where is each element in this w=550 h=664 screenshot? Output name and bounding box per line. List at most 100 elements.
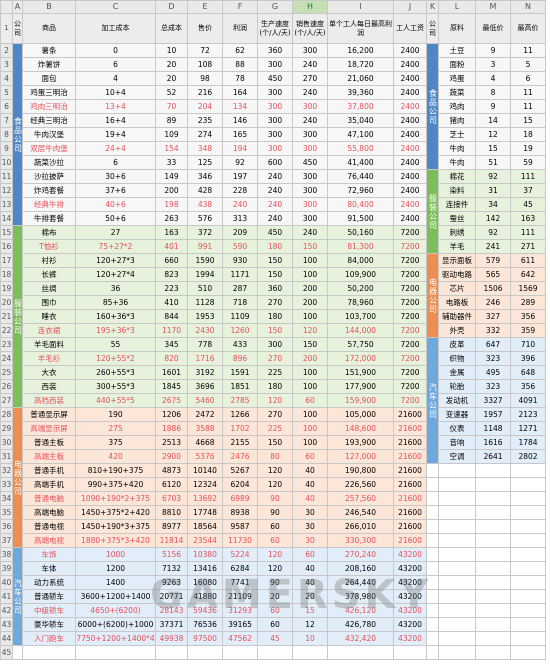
cell: 89: [155, 113, 188, 128]
row-number: 39: [0, 561, 13, 576]
empty-cell: [438, 533, 476, 548]
cell: 120: [257, 393, 293, 408]
cell: 600: [257, 155, 293, 170]
cell: 200: [155, 183, 188, 198]
empty-cell: [475, 645, 511, 660]
cell: 300: [257, 85, 293, 100]
cell: 150: [257, 267, 293, 282]
cell: 21600: [393, 463, 427, 478]
row-number: 34: [0, 491, 13, 506]
cell: 车饰: [22, 547, 76, 562]
row-number: 29: [0, 421, 13, 436]
cell: 200: [292, 281, 328, 296]
cell: 2400: [393, 141, 427, 156]
cell: 6: [510, 71, 546, 86]
sheet-row: 17 衬衫 120+27*3 660 1590 930 150 100 84,000 7200 电器…: [0, 253, 546, 338]
empty-cell: [475, 519, 511, 534]
cell: 7200: [393, 323, 427, 338]
cell: 270: [257, 407, 293, 422]
cell: 0: [75, 43, 156, 58]
empty-cell: [510, 561, 546, 576]
cell: 1171: [222, 267, 258, 282]
row-number: 3: [0, 57, 13, 72]
row-number: 25: [0, 365, 13, 380]
cell: 100: [292, 379, 328, 394]
cell: 4: [475, 71, 511, 86]
cell: 1450+190*3+375: [75, 519, 156, 534]
cell: 930: [222, 253, 258, 268]
cell: 普通主板: [22, 435, 76, 450]
cell: 1000: [75, 547, 156, 562]
cell: 223: [155, 281, 188, 296]
cell: 2802: [510, 449, 546, 464]
cell: 263: [155, 211, 188, 226]
cell: 12: [475, 127, 511, 142]
cell: 300: [257, 113, 293, 128]
header-cell: 最低价: [475, 13, 511, 44]
cell: 6284: [222, 561, 258, 576]
header-row: 1 公司 商品 加工成本 总成本 售价 利润 生产速度(个/人/天) 销售速度(个/人/天) 单个…: [0, 13, 546, 44]
cell: 200: [292, 351, 328, 366]
cell: 20: [155, 57, 188, 72]
cell: 43200: [393, 617, 427, 632]
cell: 2400: [393, 169, 427, 184]
cell: 300: [257, 127, 293, 142]
cell: 12324: [187, 477, 223, 492]
cell: 327: [475, 309, 511, 324]
cell: 100: [292, 435, 328, 450]
empty-cell: [475, 617, 511, 632]
cell: 40: [292, 463, 328, 478]
cell: 52: [155, 85, 188, 100]
cell: 345: [155, 337, 188, 352]
cell: 羊毛衫: [22, 351, 76, 366]
sheet-row: 31 高端主板 420 2900 5376 2476 80 60 127,000 21600 空调 2…: [0, 449, 546, 464]
row-number: 45: [0, 645, 13, 660]
cell: 510: [187, 281, 223, 296]
cell: 2675: [155, 393, 188, 408]
cell: 4650+(6200): [75, 603, 156, 618]
cell: 2476: [222, 449, 258, 464]
cell: 1450+375*2+420: [75, 505, 156, 520]
cell: 47,100: [327, 127, 394, 142]
cell: 103,700: [327, 309, 394, 324]
sheet-row: 26 西装 300+55*3 1845 3696 1851 180 100 177,900 720…: [0, 379, 546, 394]
cell: 359: [510, 323, 546, 338]
empty-cell: [438, 561, 476, 576]
cell: 高端主板: [22, 449, 76, 464]
cell: 426,780: [327, 617, 394, 632]
cell: 5376: [187, 449, 223, 464]
header-cell: 生产速度(个/人/天): [257, 13, 293, 44]
cell: 85+36: [75, 295, 156, 310]
row-number: 2: [0, 43, 13, 58]
cell: 270: [257, 295, 293, 310]
cell: 90: [257, 505, 293, 520]
empty-cell: [438, 505, 476, 520]
row-number: 4: [0, 71, 13, 86]
cell: 287: [222, 281, 258, 296]
row-number: 36: [0, 519, 13, 534]
cell: 10: [155, 43, 188, 58]
cell: 牛肉: [438, 141, 476, 156]
empty-cell: [475, 533, 511, 548]
cell: 576: [187, 211, 223, 226]
cell: 3600+1200+1400: [75, 589, 156, 604]
cell: 连衣裙: [22, 323, 76, 338]
cell: 18: [510, 127, 546, 142]
cell: 鸡肉: [438, 99, 476, 114]
cell: 97500: [187, 631, 223, 646]
cell: 190,800: [327, 463, 394, 478]
cell: 148,600: [327, 421, 394, 436]
cell: 40: [292, 491, 328, 506]
row-number: 22: [0, 323, 13, 338]
cell: 高端手机: [22, 477, 76, 492]
cell: 6: [75, 57, 156, 72]
sheet-row: 23 羊毛面料 55 345 778 433 300 150 57,750 7200 汽车公司 皮革 6…: [0, 337, 546, 464]
cell: 2400: [393, 43, 427, 58]
cell: 81,300: [327, 239, 394, 254]
cell: 5: [510, 57, 546, 72]
cell: 刺绣: [438, 225, 476, 240]
cell: 194: [222, 141, 258, 156]
cell: 7200: [393, 365, 427, 380]
cell: 160+36*3: [75, 309, 156, 324]
empty-cell: [426, 477, 439, 492]
